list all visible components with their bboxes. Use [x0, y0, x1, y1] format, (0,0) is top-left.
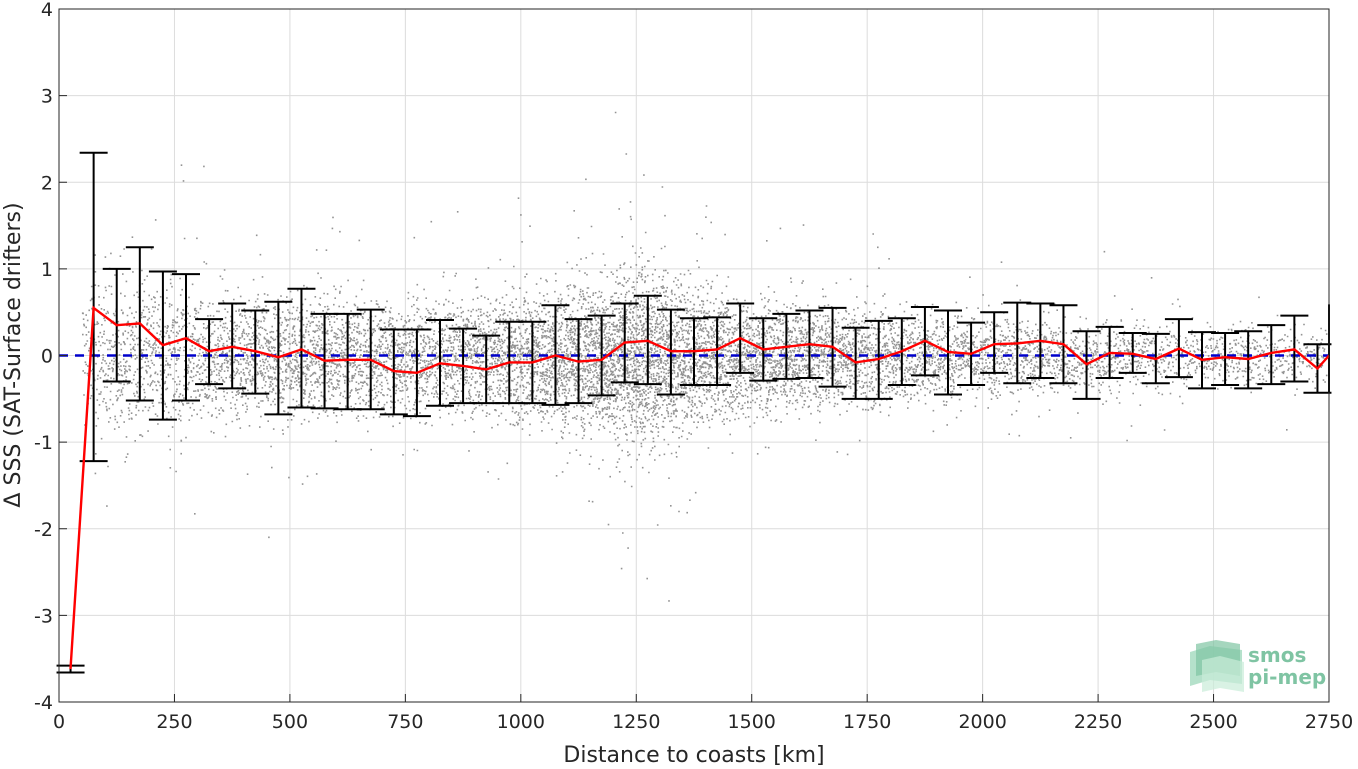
y-tick-label: -1 — [34, 432, 53, 454]
x-axis-label: Distance to coasts [km] — [563, 743, 824, 768]
x-tick-label: 1000 — [497, 711, 545, 733]
x-tick-label: 750 — [387, 711, 423, 733]
error-bar — [1257, 324, 1286, 386]
y-tick-label: 1 — [41, 259, 53, 281]
x-tick-label: 2000 — [958, 711, 1006, 733]
x-tick-label: 1250 — [612, 711, 660, 733]
error-bar — [1211, 331, 1240, 386]
x-tick-label: 1750 — [843, 711, 891, 733]
smos-pi-mep-logo: smos pi-mep — [1190, 640, 1326, 692]
y-tick-label: -2 — [34, 519, 53, 541]
mean-series-line — [69, 305, 1330, 670]
x-tick-label: 500 — [272, 711, 308, 733]
error-bar — [980, 311, 1009, 374]
y-tick-label: 2 — [41, 172, 53, 194]
y-axis-label: Δ SSS (SAT-Surface drifters) — [1, 202, 26, 507]
logo-text-line1: smos — [1248, 643, 1306, 667]
x-tick-label: 250 — [156, 711, 192, 733]
error-bar — [703, 316, 732, 386]
logo-text-line2: pi-mep — [1248, 665, 1326, 689]
x-axis-ticks: 0 250 500 750 1000 1250 1500 1750 2000 2250 2500 27… — [53, 694, 1353, 733]
x-tick-label: 2250 — [1074, 711, 1122, 733]
y-tick-label: 3 — [41, 86, 53, 108]
x-tick-label: 2750 — [1305, 711, 1353, 733]
x-tick-label: 2500 — [1189, 711, 1237, 733]
y-tick-label: 0 — [41, 346, 53, 368]
mean-line — [69, 305, 1330, 670]
y-tick-label: -4 — [34, 692, 53, 714]
y-tick-label: 4 — [41, 0, 53, 21]
y-axis-ticks: -4 -3 -2 -1 0 1 2 3 4 — [34, 0, 67, 714]
y-tick-label: -3 — [34, 605, 53, 627]
error-bar — [587, 314, 616, 397]
x-tick-label: 1500 — [728, 711, 776, 733]
x-tick-label: 0 — [53, 711, 65, 733]
